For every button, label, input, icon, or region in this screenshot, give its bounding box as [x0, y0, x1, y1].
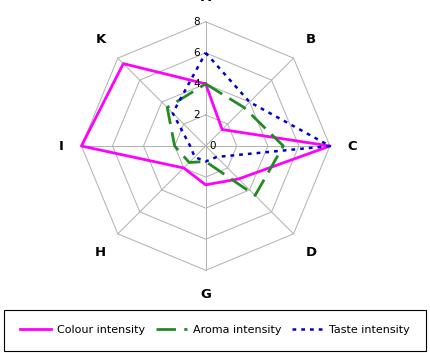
Text: 0: 0 [209, 141, 216, 151]
Text: D: D [306, 246, 317, 259]
Legend: Colour intensity, Aroma intensity, Taste intensity: Colour intensity, Aroma intensity, Taste… [16, 321, 414, 340]
Text: 8: 8 [194, 17, 200, 27]
Text: 2: 2 [194, 110, 200, 120]
Text: 4: 4 [194, 79, 200, 89]
Text: H: H [95, 246, 105, 259]
Text: G: G [200, 288, 211, 301]
Bar [4, 310, 426, 351]
Text: B: B [306, 33, 316, 46]
Text: K: K [95, 33, 105, 46]
Text: I: I [59, 139, 64, 152]
Text: C: C [347, 139, 357, 152]
Text: 6: 6 [194, 48, 200, 58]
Text: A: A [200, 0, 211, 4]
